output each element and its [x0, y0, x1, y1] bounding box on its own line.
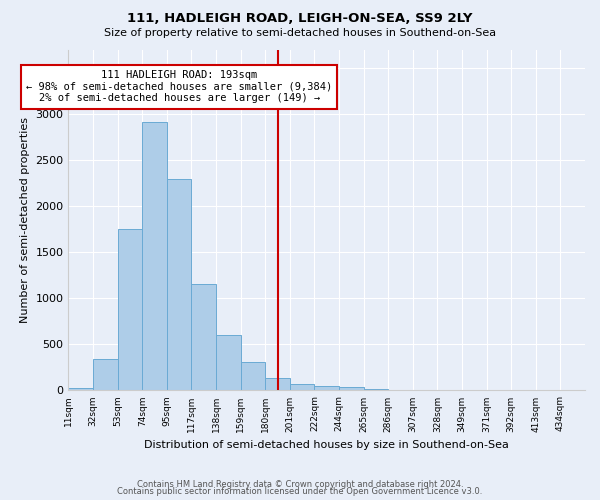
- Bar: [167, 179, 191, 390]
- Bar: [191, 284, 216, 391]
- Bar: [364, 389, 388, 390]
- Bar: [142, 122, 167, 390]
- Bar: [216, 335, 241, 390]
- Bar: [290, 384, 314, 390]
- Text: Size of property relative to semi-detached houses in Southend-on-Sea: Size of property relative to semi-detach…: [104, 28, 496, 38]
- Bar: [93, 359, 118, 390]
- Bar: [314, 386, 339, 390]
- Bar: [68, 388, 93, 390]
- Bar: [265, 378, 290, 390]
- X-axis label: Distribution of semi-detached houses by size in Southend-on-Sea: Distribution of semi-detached houses by …: [145, 440, 509, 450]
- Y-axis label: Number of semi-detached properties: Number of semi-detached properties: [20, 117, 30, 323]
- Text: 111, HADLEIGH ROAD, LEIGH-ON-SEA, SS9 2LY: 111, HADLEIGH ROAD, LEIGH-ON-SEA, SS9 2L…: [127, 12, 473, 26]
- Bar: [118, 230, 142, 390]
- Text: 111 HADLEIGH ROAD: 193sqm
← 98% of semi-detached houses are smaller (9,384)
2% o: 111 HADLEIGH ROAD: 193sqm ← 98% of semi-…: [26, 70, 332, 103]
- Text: Contains public sector information licensed under the Open Government Licence v3: Contains public sector information licen…: [118, 487, 482, 496]
- Bar: [241, 362, 265, 390]
- Text: Contains HM Land Registry data © Crown copyright and database right 2024.: Contains HM Land Registry data © Crown c…: [137, 480, 463, 489]
- Bar: [339, 387, 364, 390]
